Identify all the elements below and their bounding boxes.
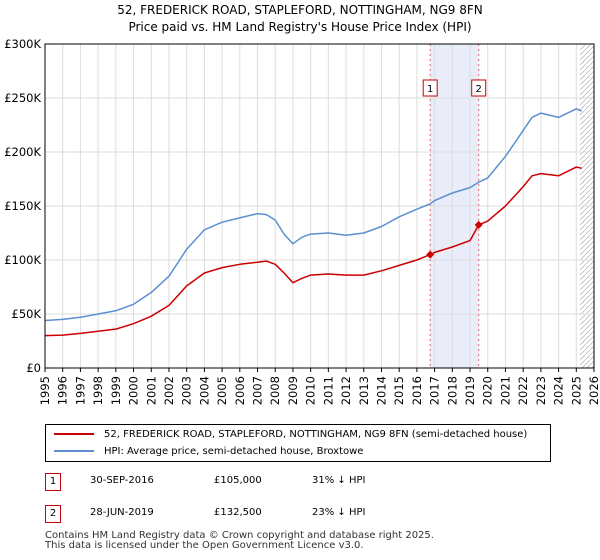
footer: Contains HM Land Registry data © Crown c… <box>45 531 434 551</box>
x-tick-label: 2019 <box>463 376 477 405</box>
x-tick-label: 2007 <box>251 376 265 405</box>
x-tick-label: 2005 <box>215 376 229 405</box>
legend-swatch-property <box>54 433 94 435</box>
y-tick-label: £200K <box>4 145 41 159</box>
x-tick-label: 1999 <box>109 376 123 405</box>
x-tick-label: 2023 <box>534 376 548 405</box>
legend-label-property: 52, FREDERICK ROAD, STAPLEFORD, NOTTINGH… <box>104 429 528 440</box>
transaction-hpi-diff: 23% ↓ HPI <box>312 507 366 518</box>
sale-badge-label: 1 <box>427 84 433 95</box>
series-line-hpi <box>44 108 582 322</box>
legend-item-property: 52, FREDERICK ROAD, STAPLEFORD, NOTTINGH… <box>54 427 527 443</box>
footer-copyright: Contains HM Land Registry data © Crown c… <box>45 530 434 541</box>
x-tick-label: 2026 <box>587 376 600 405</box>
x-tick-label: 2006 <box>233 376 247 405</box>
sale-point-marker <box>474 220 483 229</box>
y-tick-label: £250K <box>4 91 41 105</box>
x-tick-label: 2020 <box>481 376 495 405</box>
transaction-hpi-diff: 31% ↓ HPI <box>312 475 366 486</box>
x-tick-label: 2000 <box>127 376 141 405</box>
y-tick-label: £50K <box>12 307 42 321</box>
x-tick-label: 2025 <box>569 376 583 405</box>
footer-licence: This data is licensed under the Open Gov… <box>45 540 364 551</box>
chart-legend: 52, FREDERICK ROAD, STAPLEFORD, NOTTINGH… <box>45 424 551 462</box>
plot-frame <box>44 43 595 369</box>
x-tick-label: 2016 <box>410 376 424 405</box>
x-tick-label: 2013 <box>357 376 371 405</box>
chart-title: 52, FREDERICK ROAD, STAPLEFORD, NOTTINGH… <box>117 3 483 17</box>
x-tick-label: 2003 <box>180 376 194 405</box>
x-tick-label: 2021 <box>498 376 512 405</box>
chart-subtitle: Price paid vs. HM Land Registry's House … <box>128 20 471 34</box>
y-tick-label: £300K <box>4 37 41 51</box>
x-tick-label: 2002 <box>162 376 176 405</box>
x-tick-label: 2004 <box>197 376 211 405</box>
legend-label-hpi: HPI: Average price, semi-detached house,… <box>104 446 364 457</box>
transaction-number-badge: 1 <box>45 473 61 491</box>
x-tick-label: 2017 <box>428 376 442 405</box>
y-tick-label: £100K <box>4 253 41 267</box>
x-tick-label: 2011 <box>321 376 335 405</box>
transaction-price: £105,000 <box>214 475 262 486</box>
x-tick-label: 2015 <box>392 376 406 405</box>
y-tick-label: £0 <box>26 361 41 375</box>
x-tick-label: 2010 <box>304 376 318 405</box>
x-tick-label: 1995 <box>38 376 52 405</box>
price-chart: 52, FREDERICK ROAD, STAPLEFORD, NOTTINGH… <box>4 3 600 405</box>
x-tick-label: 2012 <box>339 376 353 405</box>
sale-badge-box <box>471 79 487 97</box>
legend-swatch-hpi <box>54 450 94 452</box>
legend-item-hpi: HPI: Average price, semi-detached house,… <box>54 444 363 460</box>
sale-badge-box <box>422 79 438 97</box>
series-line-property <box>44 166 582 337</box>
x-tick-label: 2018 <box>445 376 459 405</box>
transaction-number-badge: 2 <box>45 505 61 523</box>
x-tick-label: 2022 <box>516 376 530 405</box>
x-tick-label: 1996 <box>56 376 70 405</box>
sale-point-marker <box>426 250 435 259</box>
x-tick-label: 1997 <box>73 376 87 405</box>
y-tick-label: £150K <box>4 199 41 213</box>
x-tick-label: 2008 <box>268 376 282 405</box>
x-tick-label: 2024 <box>552 376 566 405</box>
sale-badge-label: 2 <box>476 84 482 95</box>
transaction-date: 30-SEP-2016 <box>90 475 154 486</box>
transaction-date: 28-JUN-2019 <box>90 507 154 518</box>
x-tick-label: 2009 <box>286 376 300 405</box>
transaction-price: £132,500 <box>214 507 262 518</box>
x-tick-label: 2001 <box>144 376 158 405</box>
x-tick-label: 1998 <box>91 376 105 405</box>
x-tick-label: 2014 <box>374 376 388 405</box>
